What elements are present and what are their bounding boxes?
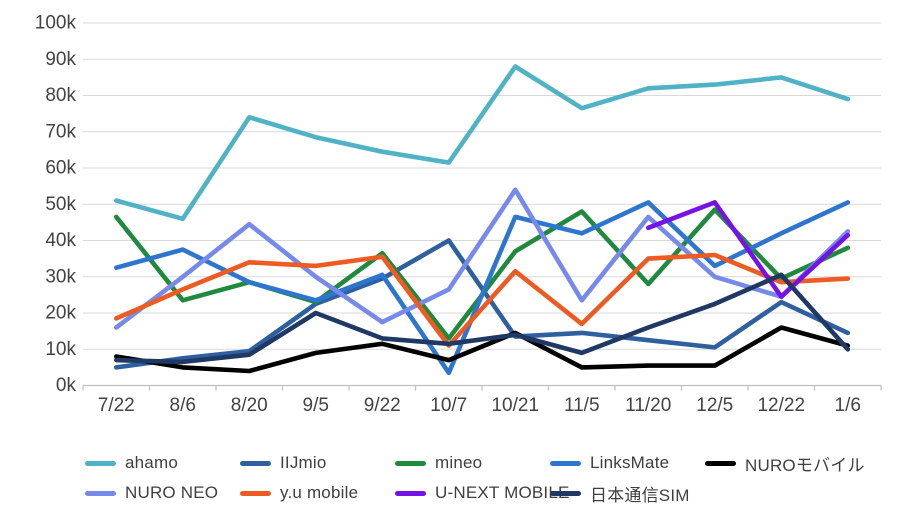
x-axis-tick-label: 11/20 xyxy=(625,395,671,416)
series-line-u-next-mobile xyxy=(645,200,851,300)
legend-item-日本通信sim: 日本通信SIM xyxy=(550,483,690,505)
series-line-iijmio xyxy=(114,238,851,370)
legend-swatch-icon xyxy=(550,490,581,496)
x-axis-tick-label: 11/5 xyxy=(564,395,600,416)
x-axis-tick-label: 1/6 xyxy=(835,395,861,416)
legend-item-mineo: mineo xyxy=(395,453,482,473)
x-axis-tick-label: 12/5 xyxy=(696,395,733,416)
y-axis-tick-label: 80k xyxy=(45,85,76,106)
legend-label: U-NEXT MOBILE xyxy=(435,483,570,502)
y-axis-tick-label: 10k xyxy=(45,339,76,360)
x-axis-tick-label: 10/21 xyxy=(491,395,539,416)
legend-label: ahamo xyxy=(125,453,178,472)
legend-label: NURO NEO xyxy=(125,483,219,502)
y-axis-tick-label: 0k xyxy=(56,375,77,396)
legend-swatch-icon xyxy=(705,460,736,466)
x-axis-tick-label: 12/22 xyxy=(757,395,805,416)
y-axis-tick-label: 20k xyxy=(45,303,76,324)
x-axis-tick-label: 9/5 xyxy=(303,395,329,416)
legend-swatch-icon xyxy=(550,460,581,466)
legend-item-u-next-mobile: U-NEXT MOBILE xyxy=(395,483,570,503)
x-axis-tick-label: 8/6 xyxy=(170,395,196,416)
legend-label: NUROモバイル xyxy=(745,455,865,475)
legend-swatch-icon xyxy=(85,490,116,496)
legend-swatch-icon xyxy=(240,490,271,496)
y-axis-tick-label: 40k xyxy=(45,230,76,251)
legend-item-linksmate: LinksMate xyxy=(550,453,669,473)
legend-label: y.u mobile xyxy=(280,483,359,502)
legend-swatch-icon xyxy=(85,460,116,466)
series-line-ahamo xyxy=(114,64,851,222)
legend-swatch-icon xyxy=(395,460,426,466)
series-line-日本通信sim xyxy=(114,272,851,365)
legend-item-ahamo: ahamo xyxy=(85,453,178,473)
legend-swatch-icon xyxy=(395,490,426,496)
y-axis-tick-label: 90k xyxy=(45,49,76,70)
x-axis-tick-label: 10/7 xyxy=(430,395,467,416)
legend-item-iijmio: IIJmio xyxy=(240,453,327,473)
legend-label: IIJmio xyxy=(280,453,327,472)
legend-swatch-icon xyxy=(240,460,271,466)
legend-label: 日本通信SIM xyxy=(590,485,690,505)
x-axis-tick-label: 9/22 xyxy=(364,395,401,416)
legend-item-nuro-neo: NURO NEO xyxy=(85,483,218,503)
legend-item-nuroモバイル: NUROモバイル xyxy=(705,453,865,475)
series-line-nuro-neo xyxy=(114,187,851,330)
legend-label: LinksMate xyxy=(590,453,670,472)
legend-label: mineo xyxy=(435,453,483,472)
y-axis-tick-label: 100k xyxy=(35,13,77,34)
x-axis-tick-label: 8/20 xyxy=(231,395,268,416)
x-axis-tick-label: 7/22 xyxy=(98,395,135,416)
series-line-y.u-mobile xyxy=(114,252,851,348)
y-axis-tick-label: 70k xyxy=(45,121,76,142)
legend-item-y.u-mobile: y.u mobile xyxy=(240,483,358,503)
y-axis-tick-label: 50k xyxy=(45,194,76,215)
y-axis-tick-label: 60k xyxy=(45,158,76,179)
y-axis-tick-label: 30k xyxy=(45,266,76,287)
series-line-nuroモバイル xyxy=(114,325,851,374)
